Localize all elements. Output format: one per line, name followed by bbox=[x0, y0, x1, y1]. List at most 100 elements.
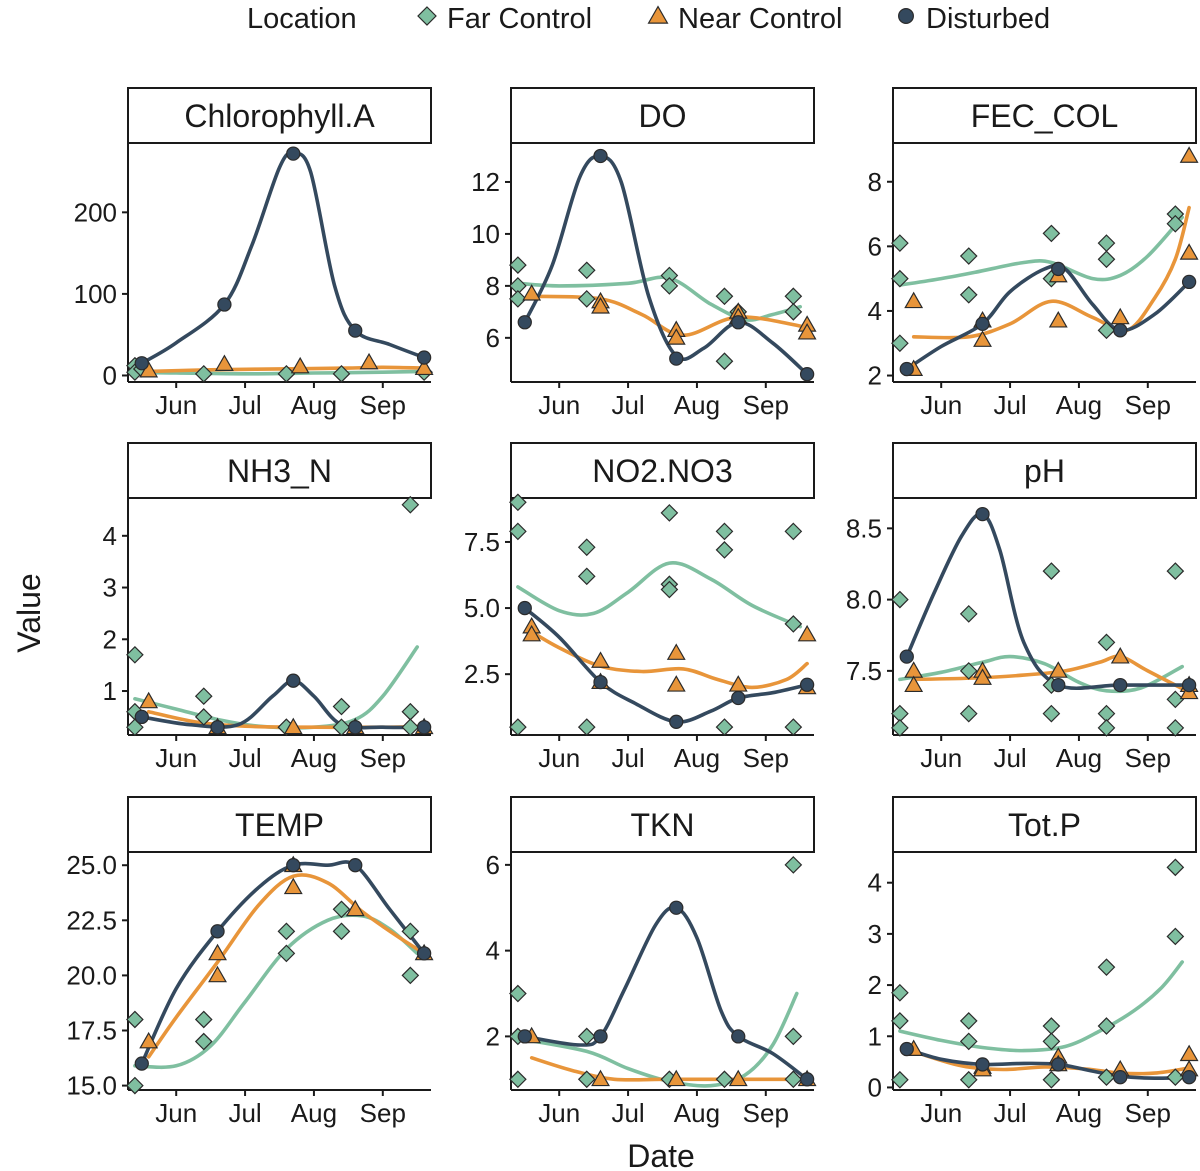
data-point-far-control bbox=[509, 984, 527, 1003]
data-point-disturbed bbox=[286, 858, 301, 873]
facet-panel: pH 7.5 8.0 8.5 Jun Jul Aug Sep bbox=[846, 442, 1199, 773]
data-point-far-control bbox=[194, 364, 213, 383]
data-point-far-control bbox=[577, 261, 596, 280]
data-point-disturbed bbox=[1113, 1070, 1128, 1085]
data-point-near-control bbox=[591, 651, 610, 668]
data-point-disturbed bbox=[416, 720, 432, 735]
y-tick-label: 25.0 bbox=[66, 850, 117, 880]
data-point-far-control bbox=[509, 522, 527, 541]
data-point-disturbed bbox=[1181, 1070, 1197, 1085]
y-tick-label: 8 bbox=[486, 271, 500, 301]
x-tick-label: Jul bbox=[993, 390, 1026, 420]
x-tick-label: Jul bbox=[993, 743, 1026, 773]
data-point-near-control bbox=[139, 1031, 159, 1049]
data-point-disturbed bbox=[799, 1072, 815, 1087]
data-point-near-control bbox=[1048, 311, 1068, 328]
data-point-far-control bbox=[1097, 958, 1116, 977]
y-tick-label: 8.5 bbox=[846, 513, 882, 543]
data-point-near-control bbox=[591, 297, 610, 314]
data-point-near-control bbox=[283, 877, 303, 895]
data-point-far-control bbox=[959, 605, 978, 623]
data-point-far-control bbox=[784, 1027, 803, 1046]
data-point-disturbed bbox=[1181, 274, 1197, 290]
data-point-far-control bbox=[891, 719, 909, 737]
data-point-far-control bbox=[1097, 250, 1116, 269]
data-point-near-control bbox=[973, 668, 992, 685]
x-tick-label: Jun bbox=[920, 1098, 962, 1128]
data-point-near-control bbox=[797, 323, 817, 340]
data-point-far-control bbox=[959, 1012, 978, 1030]
x-tick-label: Aug bbox=[1056, 1098, 1102, 1128]
y-tick-label: 4 bbox=[486, 936, 500, 966]
data-point-near-control bbox=[666, 643, 686, 660]
data-point-far-control bbox=[1166, 214, 1185, 233]
data-point-far-control bbox=[332, 364, 351, 383]
data-point-far-control bbox=[1097, 321, 1116, 340]
data-point-far-control bbox=[1042, 1017, 1061, 1035]
data-point-far-control bbox=[126, 1076, 144, 1095]
data-point-far-control bbox=[194, 1032, 213, 1051]
data-point-disturbed bbox=[134, 709, 149, 725]
data-point-disturbed bbox=[517, 1029, 532, 1044]
facet-strip bbox=[892, 442, 1197, 499]
facet-title: pH bbox=[1024, 453, 1065, 489]
data-point-far-control bbox=[784, 615, 803, 633]
data-point-disturbed bbox=[669, 714, 684, 729]
legend: Location Far Control Near Control Disturbe… bbox=[247, 3, 1050, 35]
x-tick-label: Sep bbox=[743, 1098, 789, 1128]
data-point-near-control bbox=[1179, 146, 1199, 163]
data-point-far-control bbox=[577, 567, 596, 586]
x-tick-label: Aug bbox=[674, 743, 720, 773]
y-tick-label: 3 bbox=[868, 919, 882, 949]
data-point-far-control bbox=[577, 1070, 596, 1089]
data-point-disturbed bbox=[286, 673, 301, 688]
data-point-far-control bbox=[401, 922, 420, 941]
x-tick-label: Jun bbox=[155, 1098, 197, 1128]
facet-title: Tot.P bbox=[1008, 807, 1081, 843]
y-tick-label: 4 bbox=[103, 521, 117, 551]
data-point-far-control bbox=[784, 303, 803, 321]
legend-key-triangle bbox=[647, 5, 669, 24]
data-point-disturbed bbox=[799, 677, 815, 692]
data-point-far-control bbox=[332, 900, 351, 919]
data-point-disturbed bbox=[348, 858, 363, 873]
data-point-far-control bbox=[401, 966, 420, 985]
data-point-far-control bbox=[959, 247, 978, 265]
data-point-far-control bbox=[194, 1010, 213, 1029]
data-point-far-control bbox=[577, 1027, 596, 1046]
data-point-near-control bbox=[1048, 661, 1068, 678]
x-tick-label: Aug bbox=[674, 390, 720, 420]
x-tick-label: Jul bbox=[228, 1098, 261, 1128]
data-point-near-control bbox=[283, 717, 303, 735]
data-point-far-control bbox=[715, 1070, 734, 1089]
facet-strip bbox=[892, 87, 1197, 144]
facet-panel: FEC_COL 2 4 6 8 Jun Jul Aug Sep bbox=[868, 87, 1199, 420]
data-point-far-control bbox=[509, 493, 527, 512]
data-point-near-control bbox=[414, 358, 434, 376]
y-tick-label: 200 bbox=[74, 197, 117, 227]
data-point-near-control bbox=[904, 291, 924, 309]
data-point-far-control bbox=[194, 687, 213, 706]
data-point-far-control bbox=[1097, 1068, 1116, 1087]
series-line-disturbed bbox=[905, 512, 1191, 691]
data-point-far-control bbox=[332, 922, 351, 941]
y-tick-label: 2 bbox=[868, 970, 882, 1000]
series-line-far-control bbox=[516, 275, 802, 322]
y-tick-label: 1 bbox=[103, 676, 117, 706]
y-tick-label: 0 bbox=[868, 1072, 882, 1102]
x-tick-label: Sep bbox=[1125, 390, 1171, 420]
facet-panel: TEMP 15.0 17.5 20.0 22.5 25.0 Jun Jul Aug Sep bbox=[66, 796, 434, 1128]
data-point-far-control bbox=[126, 645, 144, 664]
y-tick-label: 6 bbox=[868, 231, 882, 261]
facet-panel: Tot.P 0 1 2 3 4 Jun Jul Aug Sep bbox=[868, 796, 1199, 1128]
data-point-far-control bbox=[784, 287, 803, 306]
y-tick-label: 2.5 bbox=[464, 659, 500, 689]
y-tick-label: 2 bbox=[103, 624, 117, 654]
legend-label: Far Control bbox=[447, 3, 592, 35]
data-point-near-control bbox=[345, 899, 365, 917]
data-point-far-control bbox=[509, 256, 527, 274]
data-point-far-control bbox=[715, 541, 734, 559]
data-point-far-control bbox=[891, 1012, 909, 1030]
x-tick-label: Sep bbox=[360, 1098, 406, 1128]
y-axis-title: Value bbox=[11, 573, 47, 652]
